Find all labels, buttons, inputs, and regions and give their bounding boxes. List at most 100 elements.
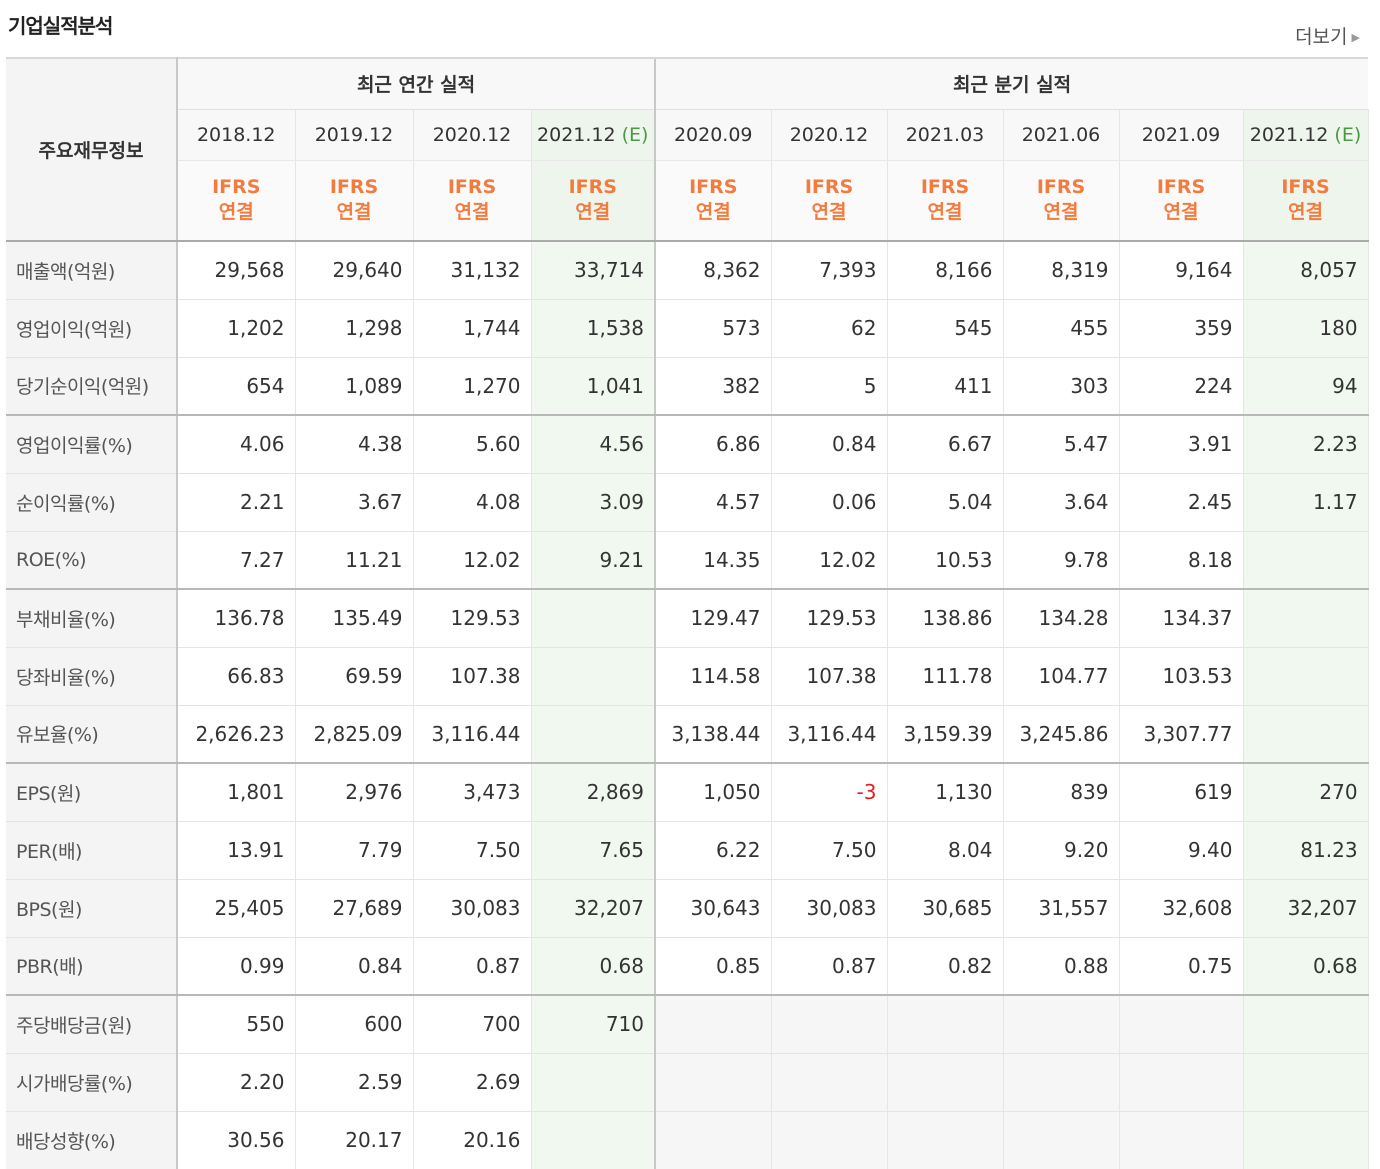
row-label: ROE(%) [6, 531, 178, 590]
period-date: 2021.09 [1141, 123, 1221, 146]
table-cell: 32,207 [531, 879, 656, 938]
table-cell: 1,130 [887, 763, 1004, 822]
table-cell: 700 [413, 995, 532, 1054]
period-date: 2021.06 [1021, 123, 1101, 146]
table-cell [1003, 995, 1120, 1054]
table-cell [531, 647, 656, 706]
ifrs-header: IFRS 연결 [654, 160, 772, 242]
ifrs-label: IFRS [689, 176, 738, 199]
table-cell: 3.91 [1119, 415, 1244, 474]
table-cell: 136.78 [177, 589, 296, 648]
table-cell: 107.38 [413, 647, 532, 706]
table-cell: 8,166 [887, 241, 1004, 300]
table-cell: 81.23 [1243, 821, 1369, 880]
table-row: 순이익률(%) 2.21 3.67 4.08 3.09 4.57 0.06 5.04 3.64 2… [6, 473, 1369, 532]
table-cell: 94 [1243, 357, 1369, 416]
table-cell: 3,245.86 [1003, 705, 1120, 764]
table-cell: 5.04 [887, 473, 1004, 532]
table-cell: 7.65 [531, 821, 656, 880]
table-cell: 1,041 [531, 357, 656, 416]
ifrs-header: IFRS 연결 [887, 160, 1004, 242]
table-cell: 32,608 [1119, 879, 1244, 938]
table-row: 부채비율(%) 136.78 135.49 129.53 129.47 129.53 138… [6, 589, 1369, 648]
table-cell: 129.47 [654, 589, 772, 648]
table-cell: 30,643 [654, 879, 772, 938]
table-cell: 4.56 [531, 415, 656, 474]
ifrs-label: IFRS [920, 176, 970, 199]
table-cell: 6.67 [887, 415, 1004, 474]
table-cell: 30,083 [771, 879, 888, 938]
table-cell [1003, 1111, 1120, 1169]
more-link[interactable]: 더보기 ▶ [1295, 22, 1360, 49]
ifrs-label: IFRS [1281, 176, 1330, 199]
table-cell: 0.68 [1243, 937, 1369, 996]
ifrs-header: IFRS 연결 [531, 160, 656, 242]
annual-group-header: 최근 연간 실적 [177, 57, 655, 110]
table-row: 시가배당률(%) 2.20 2.59 2.69 [6, 1053, 1369, 1112]
table-cell: 839 [1003, 763, 1120, 822]
table-cell: 13.91 [177, 821, 296, 880]
table-cell: 2.20 [177, 1053, 296, 1112]
table-cell: 138.86 [887, 589, 1004, 648]
table-cell: 30.56 [177, 1111, 296, 1169]
table-cell: 619 [1119, 763, 1244, 822]
table-cell: 30,083 [413, 879, 532, 938]
table-cell: 69.59 [295, 647, 414, 706]
consolidated-label: 연결 [575, 201, 611, 224]
table-cell: 8,319 [1003, 241, 1120, 300]
table-cell: 107.38 [771, 647, 888, 706]
table-cell: 0.82 [887, 937, 1004, 996]
table-cell: 600 [295, 995, 414, 1054]
period-header: 2021.12 (E) [531, 109, 656, 161]
period-header: 2020.09 [654, 109, 772, 161]
table-cell: 6.22 [654, 821, 772, 880]
table-cell: 3,473 [413, 763, 532, 822]
ifrs-header: IFRS 연결 [1003, 160, 1120, 242]
period-header: 2021.12 (E) [1243, 109, 1369, 161]
table-cell [1119, 995, 1244, 1054]
table-cell: 11.21 [295, 531, 414, 590]
table-cell: 3,138.44 [654, 705, 772, 764]
table-cell: 710 [531, 995, 656, 1054]
table-cell: 12.02 [771, 531, 888, 590]
table-cell: 7.27 [177, 531, 296, 590]
period-header: 2021.03 [887, 109, 1004, 161]
table-cell [531, 589, 656, 648]
table-cell: 2.69 [413, 1053, 532, 1112]
ifrs-header: IFRS 연결 [771, 160, 888, 242]
ifrs-header: IFRS 연결 [1243, 160, 1369, 242]
table-cell: 27,689 [295, 879, 414, 938]
period-date: 2019.12 [314, 123, 394, 146]
table-cell: 9.21 [531, 531, 656, 590]
table-cell: 1,744 [413, 299, 532, 358]
table-cell: 134.37 [1119, 589, 1244, 648]
table-cell: 1,202 [177, 299, 296, 358]
row-label: 매출액(억원) [6, 241, 178, 300]
table-cell: 654 [177, 357, 296, 416]
table-cell [1243, 1111, 1369, 1169]
table-cell [1243, 705, 1369, 764]
row-label: 유보율(%) [6, 705, 178, 764]
table-cell: 4.08 [413, 473, 532, 532]
table-cell: 104.77 [1003, 647, 1120, 706]
table-cell: 1.17 [1243, 473, 1369, 532]
table-cell: 1,298 [295, 299, 414, 358]
table-cell: 3,116.44 [413, 705, 532, 764]
row-label: BPS(원) [6, 879, 178, 938]
table-cell: 12.02 [413, 531, 532, 590]
period-date: 2018.12 [196, 123, 276, 146]
table-cell: 0.68 [531, 937, 656, 996]
table-cell: 31,132 [413, 241, 532, 300]
period-header: 2018.12 [177, 109, 296, 161]
table-cell: 2,869 [531, 763, 656, 822]
table-cell: 62 [771, 299, 888, 358]
table-cell: 33,714 [531, 241, 656, 300]
ifrs-label: IFRS [329, 176, 379, 199]
row-label: 당기순이익(억원) [6, 357, 178, 416]
table-row: PER(배) 13.91 7.79 7.50 7.65 6.22 7.50 8.04 9.20 9… [6, 821, 1369, 880]
table-cell: 0.99 [177, 937, 296, 996]
table-row: 유보율(%) 2,626.23 2,825.09 3,116.44 3,138.44 3,… [6, 705, 1369, 764]
table-cell: 0.84 [295, 937, 414, 996]
row-label: 영업이익률(%) [6, 415, 178, 474]
estimate-mark: (E) [1334, 123, 1362, 146]
